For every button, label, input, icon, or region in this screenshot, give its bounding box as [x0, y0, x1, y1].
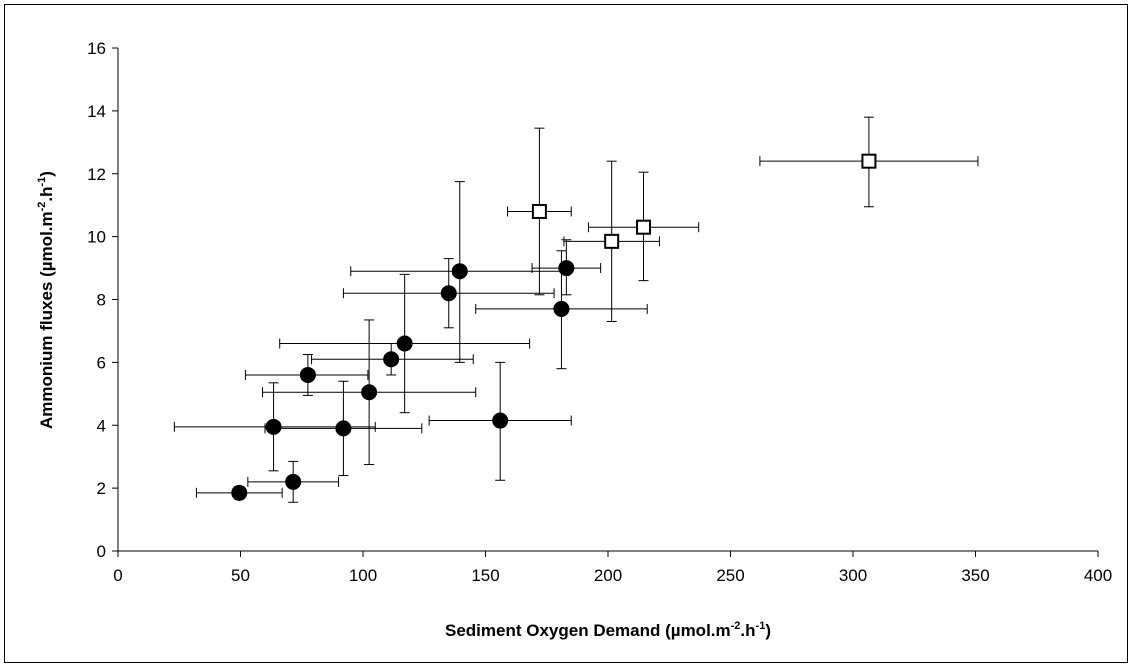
filled-circle-marker	[335, 420, 352, 437]
data-point	[264, 380, 423, 477]
data-point	[244, 354, 369, 396]
filled-circle-marker	[265, 418, 282, 435]
filled-circle-marker	[361, 384, 378, 401]
data-point	[759, 116, 979, 208]
data-point	[279, 273, 531, 414]
filled-circle-marker	[558, 260, 575, 277]
y-tick-label: 12	[87, 165, 106, 184]
x-tick-label: 100	[349, 566, 377, 585]
filled-circle-marker	[231, 484, 248, 501]
y-tick-label: 10	[87, 228, 106, 247]
filled-circle-marker	[440, 285, 457, 302]
axes: 0 50 100 150 200 250 300 350 400 0 2 4 6 8 10 12 14 16	[87, 39, 1112, 585]
x-tick-label: 200	[594, 566, 622, 585]
data-point	[247, 460, 339, 503]
filled-circle-marker	[383, 351, 400, 368]
open-square-marker	[531, 203, 547, 219]
data-point	[342, 258, 555, 329]
data-point	[507, 127, 572, 296]
data-point	[531, 239, 602, 296]
open-square-marker	[861, 153, 877, 169]
y-tick-label: 14	[87, 102, 106, 121]
data-point	[195, 484, 283, 501]
x-tick-label: 250	[716, 566, 744, 585]
filled-circle-marker	[492, 412, 509, 429]
y-tick-label: 2	[97, 479, 106, 498]
data-point	[311, 343, 474, 376]
data-point	[428, 361, 572, 481]
y-tick-label: 16	[87, 39, 106, 58]
filled-circle-marker	[285, 473, 302, 490]
filled-circle-marker	[396, 335, 413, 352]
data-marks	[173, 116, 979, 503]
data-point	[563, 160, 660, 323]
data-point	[262, 319, 477, 466]
x-tick-label: 400	[1084, 566, 1112, 585]
x-tick-label: 0	[113, 566, 122, 585]
y-tick-label: 6	[97, 353, 106, 372]
open-square-marker	[636, 219, 652, 235]
x-tick-label: 350	[961, 566, 989, 585]
x-tick-label: 150	[471, 566, 499, 585]
x-axis-title: Sediment Oxygen Demand (µmol.m-2.h-1)	[445, 620, 771, 640]
filled-circle-marker	[299, 366, 316, 383]
data-point	[587, 171, 700, 282]
y-tick-label: 0	[97, 542, 106, 561]
open-square-marker	[604, 233, 620, 249]
filled-circle-marker	[553, 300, 570, 317]
chart-frame	[4, 4, 1128, 663]
y-tick-label: 8	[97, 291, 106, 310]
x-tick-label: 50	[231, 566, 250, 585]
filled-circle-marker	[451, 263, 468, 280]
y-tick-label: 4	[97, 416, 106, 435]
x-tick-label: 300	[839, 566, 867, 585]
y-axis-title: Ammonium fluxes (µmol.m-2.h-1)	[36, 171, 56, 429]
